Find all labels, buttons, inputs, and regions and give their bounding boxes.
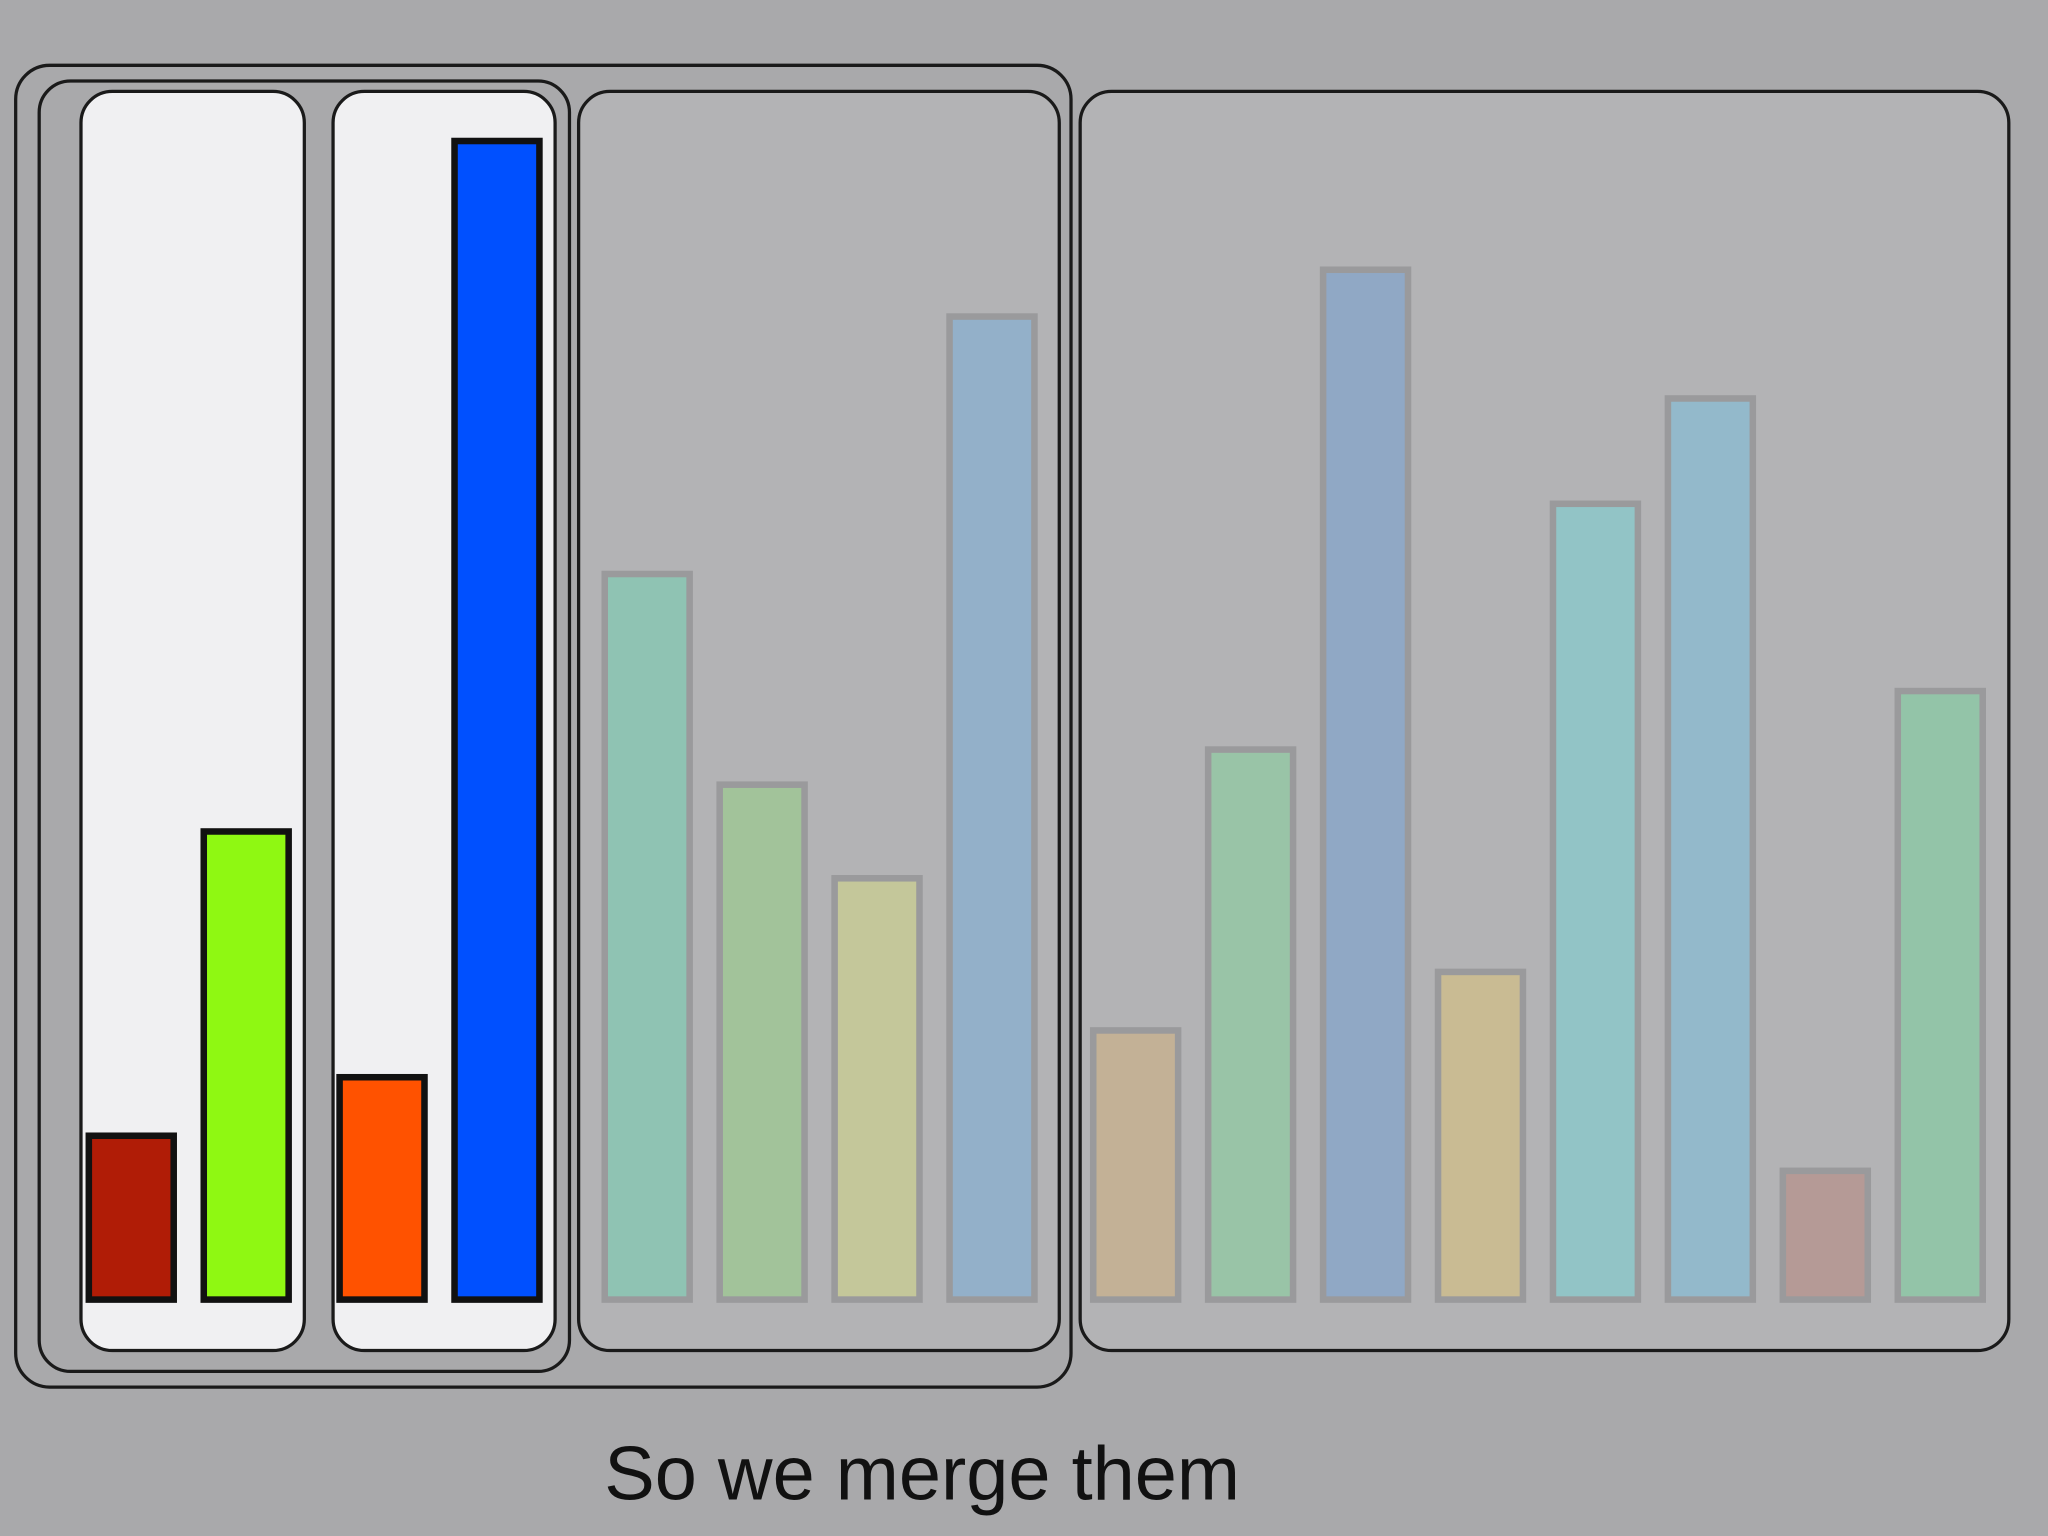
- bar: [85, 1132, 177, 1303]
- bar: [336, 1073, 428, 1303]
- group-box: [1078, 89, 2011, 1353]
- bar: [1089, 1027, 1182, 1303]
- bar: [946, 313, 1038, 1303]
- bar: [1779, 1167, 1872, 1303]
- bar: [200, 828, 292, 1303]
- bar: [831, 875, 923, 1303]
- bar: [1434, 968, 1527, 1303]
- bar: [451, 137, 543, 1303]
- group-box: [576, 89, 1061, 1353]
- merge-outline-inner: [37, 79, 572, 1374]
- bar: [1204, 746, 1297, 1303]
- bar: [601, 570, 693, 1303]
- merge-outline-outer: [14, 63, 1073, 1389]
- bar: [716, 781, 808, 1303]
- bar: [1664, 395, 1757, 1303]
- bar: [1549, 500, 1642, 1303]
- bar: [1894, 687, 1986, 1303]
- groups: [79, 89, 2011, 1353]
- bar: [1319, 266, 1412, 1303]
- caption: So we merge them: [604, 1431, 1240, 1516]
